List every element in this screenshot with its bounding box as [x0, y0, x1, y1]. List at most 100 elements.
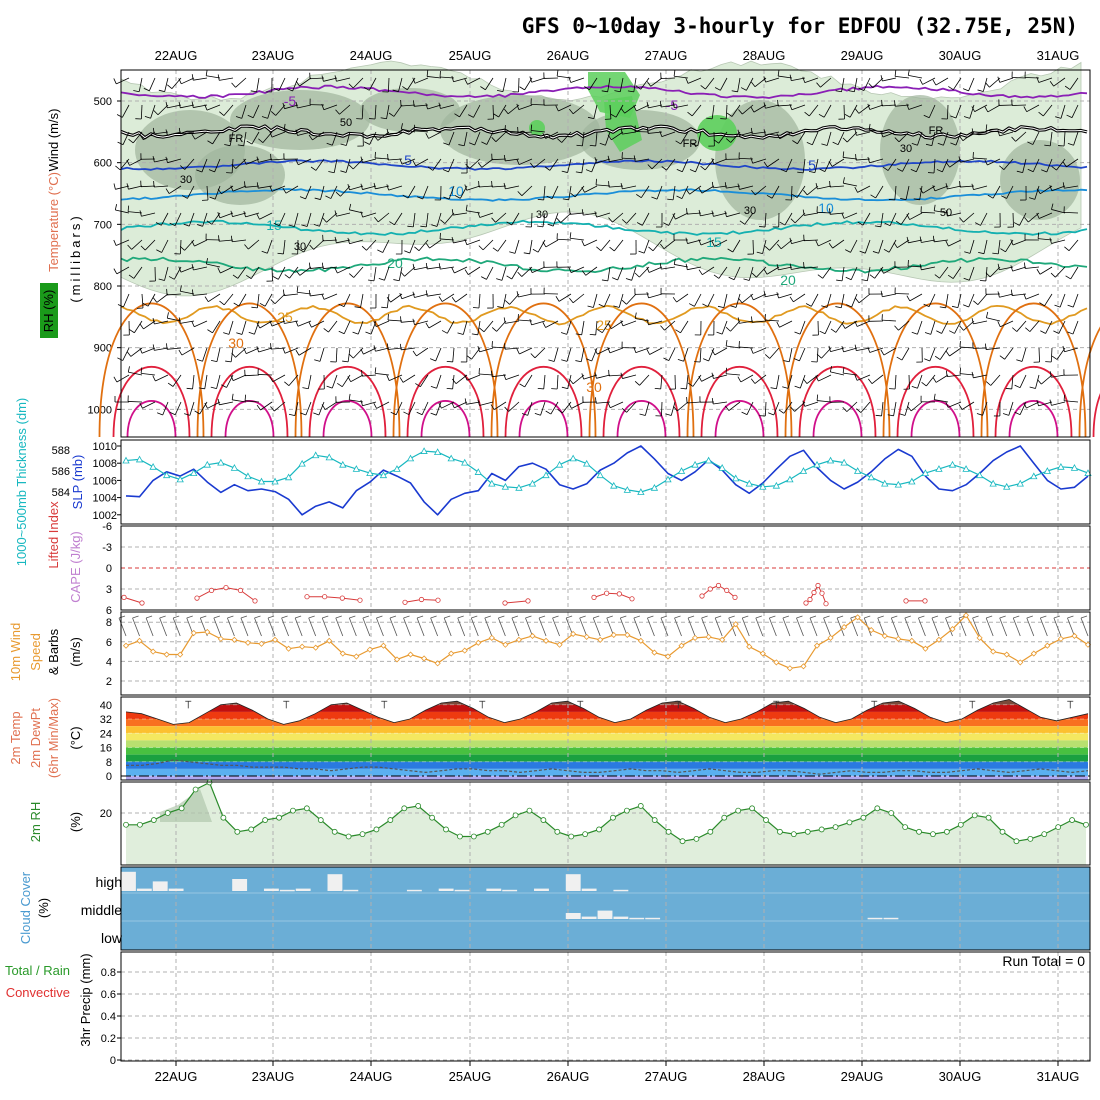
wind-barb-flag	[894, 325, 899, 331]
wind-speed-marker	[610, 631, 617, 639]
wind-barb-flag	[790, 406, 795, 412]
cloud-middle-bar	[597, 910, 613, 919]
wind-barb-flag	[484, 615, 491, 619]
wind-barb-flag	[204, 402, 208, 409]
wind-barb	[878, 239, 884, 254]
wind-barb-flag	[984, 106, 989, 113]
wind-barb-flag	[340, 170, 347, 173]
wind-barb	[953, 77, 962, 90]
wind-barb	[388, 131, 403, 136]
wind-barb	[305, 401, 312, 416]
wind-barb	[779, 320, 793, 328]
wind-barb	[592, 617, 601, 637]
wind-barb-flag	[412, 350, 417, 357]
wind-barb-flag	[529, 318, 532, 325]
wind-barb	[804, 212, 819, 216]
wind-barb	[468, 266, 481, 275]
rh-marker	[582, 831, 589, 838]
wind-barb	[343, 320, 351, 334]
wind-barb	[140, 185, 156, 188]
wind-barb-flag	[1002, 413, 1009, 416]
wind-barb	[680, 131, 689, 145]
wind-barb	[161, 212, 169, 226]
wind-barb	[947, 212, 962, 217]
wind-barb	[408, 401, 416, 415]
wind-barb	[850, 266, 858, 280]
wind-barb-flag	[639, 413, 646, 416]
wind-barb	[167, 158, 182, 164]
wind-barb	[633, 617, 642, 637]
wind-barb	[505, 320, 520, 324]
wind-barb	[497, 239, 507, 252]
wind-barb-flag	[244, 394, 247, 401]
wind-barb-flag	[504, 406, 509, 412]
wind-barb-flag	[646, 319, 649, 326]
wind-barb	[219, 212, 234, 219]
wind-barb	[241, 320, 247, 335]
precip-amount-label: 3hr Precip (mm)	[78, 953, 93, 1046]
wind-speed-marker	[217, 635, 224, 642]
wind-barb-flag	[404, 250, 410, 254]
diurnal-isotherm	[896, 366, 975, 438]
wind-barb-flag	[945, 615, 952, 619]
diurnal-isotherm	[980, 302, 1087, 438]
wind-barb-flag	[364, 141, 370, 145]
wind-barb-flag	[490, 404, 495, 410]
wind-speed-marker	[1030, 650, 1037, 657]
wind-barb	[362, 401, 377, 407]
wind-barb-flag	[128, 274, 135, 279]
wind-barb-flag	[945, 183, 948, 190]
isotherm-label--5: -5	[666, 97, 679, 113]
wind-barb	[394, 212, 403, 225]
wind-barb-flag	[985, 381, 992, 386]
wind-barb-flag	[1062, 345, 1065, 352]
wind-barb-flag	[934, 274, 940, 279]
wind-barb	[250, 266, 260, 279]
wind-barb-flag	[180, 165, 186, 170]
wind-barb-flag	[457, 615, 464, 619]
wind-barb	[755, 617, 764, 637]
wind-barb-flag	[698, 375, 702, 382]
pressure-axis-label: (millibars)	[68, 213, 83, 302]
thickness-marker	[583, 459, 591, 467]
pressure-tick-500: 500	[94, 96, 112, 108]
rh-marker	[749, 805, 755, 812]
wind-speed-marker	[529, 632, 536, 639]
wind-tick-6: 6	[106, 637, 112, 649]
wind-barb	[869, 158, 884, 164]
wind-barb	[982, 77, 988, 92]
wind-barb-flag	[815, 375, 819, 382]
wind-barb	[701, 185, 715, 194]
wind-barb-flag	[1036, 76, 1040, 83]
wind-barb-flag	[295, 80, 300, 87]
wind-barb-flag	[598, 303, 605, 308]
rh-contour-label: 30	[180, 174, 192, 186]
wind-barb	[375, 157, 390, 160]
wind-barb-flag	[575, 333, 582, 336]
wind-barb	[144, 239, 156, 251]
wind-barb	[368, 77, 377, 91]
wind-barb	[297, 104, 312, 109]
wind-speed-marker	[719, 636, 726, 643]
wind-barb-flag	[206, 220, 212, 225]
wind-barb-flag	[1051, 203, 1054, 210]
wind-barb	[1035, 374, 1040, 389]
wind-barb-flag	[985, 311, 989, 318]
wind-barb	[631, 266, 637, 281]
wind-barb	[188, 212, 195, 227]
wind-barb-flag	[368, 279, 375, 282]
wind-barb	[596, 184, 611, 187]
wind-barb-flag	[373, 135, 379, 141]
wind-barb	[401, 158, 416, 165]
wind-barb-flag	[933, 393, 936, 400]
wind-barb-flag	[256, 182, 259, 189]
wind-barb	[352, 77, 364, 89]
isotherm-label-5: 5	[404, 152, 412, 168]
wind-barb	[333, 158, 338, 173]
wind-barb	[816, 211, 832, 214]
wind-barb	[595, 320, 598, 335]
wind-barb-flag	[872, 251, 879, 254]
wind-barb-flag	[780, 169, 787, 173]
wind-barb-flag	[269, 376, 274, 382]
wind-barb-flag	[894, 100, 896, 107]
